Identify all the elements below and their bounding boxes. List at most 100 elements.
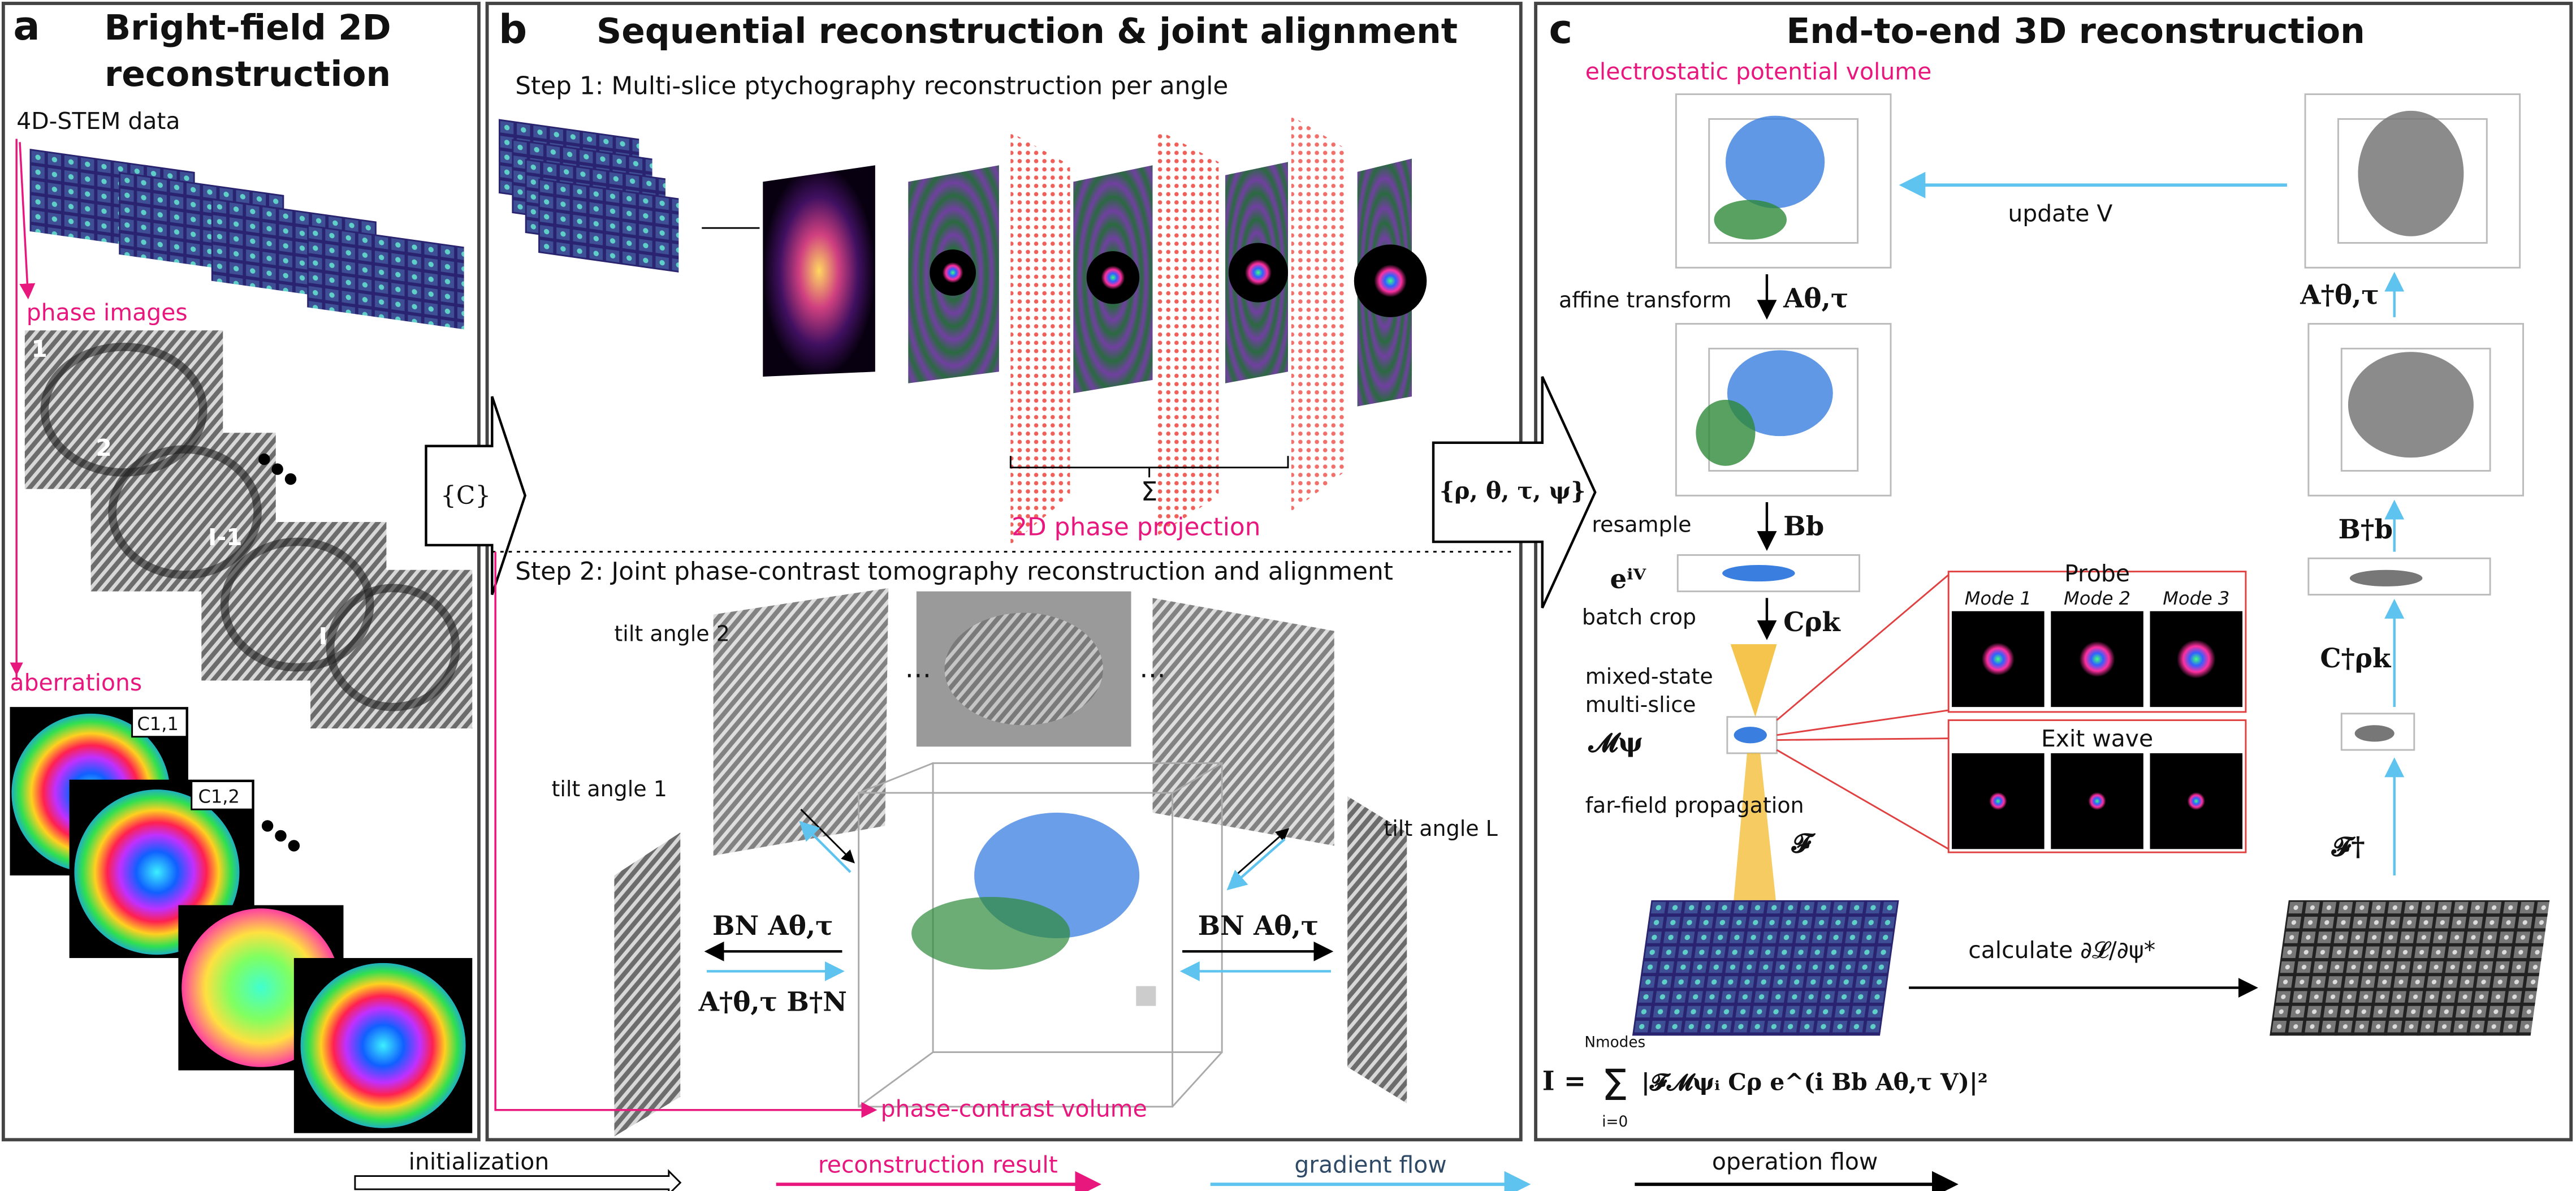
probe-modes xyxy=(1952,611,2243,707)
exp-label: eⁱⱽ xyxy=(1610,564,1647,595)
step-name: affine transform xyxy=(1559,287,1731,312)
tilt-projections xyxy=(614,588,1407,1137)
ellipsis: … xyxy=(905,654,931,684)
data-label: 4D-STEM data xyxy=(16,107,180,135)
connector-arrow xyxy=(1432,376,1597,609)
mode-label: Mode 2 xyxy=(2064,588,2130,609)
forward-operator: Aθ,τ xyxy=(1783,283,1848,314)
aberration-label: C1,1 xyxy=(137,713,179,735)
formula-sum: Σ xyxy=(1601,1060,1628,1110)
update-label: update V xyxy=(2008,200,2112,227)
aberration-maps xyxy=(10,707,473,1133)
aberration-label: C1,2 xyxy=(198,786,239,808)
forward-operator: Cρk xyxy=(1783,607,1841,638)
mixed-state-label: multi-slice xyxy=(1585,692,1696,717)
mode-label: Mode 3 xyxy=(2163,588,2229,609)
formula-body: |𝓕𝓜ψᵢ Cρ e^(i Bb Aθ,τ V)|² xyxy=(1641,1069,1988,1097)
tilt-label: tilt angle 1 xyxy=(551,776,667,801)
ptychography-slices xyxy=(763,115,1427,545)
tilt-label: tilt angle L xyxy=(1384,816,1497,841)
exit-wave-label: Exit wave xyxy=(2041,725,2153,752)
step-name: batch crop xyxy=(1582,605,1696,629)
legend-label: operation flow xyxy=(1712,1148,1878,1175)
phase-images-label: phase images xyxy=(27,299,188,326)
image-index: 1 xyxy=(31,335,47,363)
zoom-line xyxy=(1776,749,1949,850)
ellipsis xyxy=(258,453,297,485)
image-index: I-1 xyxy=(208,524,243,551)
volume-cube xyxy=(858,762,1223,1108)
connector-arrow xyxy=(425,396,527,596)
forward-operator: 𝓕 xyxy=(1791,828,1817,859)
volume-label: electrostatic potential volume xyxy=(1585,58,1932,85)
connector-label: {C} xyxy=(440,481,491,510)
label-box xyxy=(131,707,188,738)
legend-arrow xyxy=(354,1169,682,1191)
label-box xyxy=(191,780,254,810)
panel-label: b xyxy=(499,6,527,53)
mode-label: Mode 1 xyxy=(1965,588,2032,609)
result-flow xyxy=(494,551,878,1118)
image-index: I xyxy=(319,623,327,650)
4dstem-stack xyxy=(498,119,679,273)
legend-label: reconstruction result xyxy=(818,1151,1058,1179)
adjoint-operator: 𝓕† xyxy=(2331,831,2365,862)
step-name: far-field propagation xyxy=(1585,793,1804,818)
tilt-label: tilt angle 2 xyxy=(614,621,729,646)
sum-bracket xyxy=(1009,456,1289,478)
panel-title: reconstruction xyxy=(105,54,391,94)
formula-upper: Nmodes xyxy=(1584,1034,1645,1051)
gradient-arrow xyxy=(1226,838,1286,891)
panel-frame xyxy=(1534,2,2573,1142)
formula-lhs: I = xyxy=(1542,1066,1586,1097)
forward-operator: Bb xyxy=(1783,511,1824,542)
volume-blobs xyxy=(911,813,1156,1006)
operation-arrow xyxy=(1231,828,1290,879)
adjoint-operator: B†b xyxy=(2338,514,2393,545)
gradient-label: calculate ∂𝓛/∂ψ* xyxy=(1968,937,2155,964)
adjoint-operator: A†θ,τ xyxy=(2300,280,2379,311)
legend-label: gradient flow xyxy=(1294,1151,1446,1179)
ellipsis xyxy=(261,820,300,852)
adjoint-operator: A†θ,τ B†N xyxy=(698,987,847,1018)
panel-title: Bright-field 2D xyxy=(104,8,391,48)
mixed-state-label: mixed-state xyxy=(1585,664,1713,689)
zoom-line xyxy=(1776,574,1950,721)
step-name: resample xyxy=(1592,512,1691,537)
panel-frame xyxy=(1,2,481,1142)
4dstem-stack xyxy=(29,149,464,330)
ellipsis: … xyxy=(1139,654,1166,684)
volume-blobs xyxy=(1696,110,2474,744)
adjoint-operator: C†ρk xyxy=(2320,643,2392,674)
volume-label: phase-contrast volume xyxy=(881,1095,1147,1122)
mixed-state-operator: 𝓜ψ xyxy=(1588,727,1643,758)
panel-title: Sequential reconstruction & joint alignm… xyxy=(597,11,1458,51)
formula-lower: i=0 xyxy=(1602,1114,1628,1130)
image-index: 2 xyxy=(96,434,111,461)
measured-patterns xyxy=(1632,900,1899,1036)
forward-operator: BN Aθ,τ xyxy=(712,910,833,942)
exit-waves xyxy=(1952,753,2243,849)
result-flow xyxy=(19,142,36,300)
step-label: Step 1: Multi-slice ptychography reconst… xyxy=(515,72,1228,101)
panel-title: End-to-end 3D reconstruction xyxy=(1786,11,2365,51)
panel-label: c xyxy=(1549,6,1572,53)
phase-images xyxy=(24,330,473,729)
projection-label: 2D phase projection xyxy=(1012,512,1260,541)
probe-label: Probe xyxy=(2064,560,2130,587)
beam-cone xyxy=(1730,644,1777,717)
gradient-arrow xyxy=(799,821,852,873)
legend-label: initialization xyxy=(409,1148,550,1175)
zoom-line xyxy=(1777,709,1949,736)
step-label: Step 2: Joint phase-contrast tomography … xyxy=(515,557,1393,586)
sum-symbol: Σ xyxy=(1141,477,1158,507)
forward-operator: BN Aθ,τ xyxy=(1198,910,1319,942)
connector-label: {ρ, θ, τ, ψ} xyxy=(1440,477,1585,504)
aberrations-label: aberrations xyxy=(10,669,142,696)
operation-arrow xyxy=(800,809,855,864)
zoom-line xyxy=(1777,737,1949,741)
panel-label: a xyxy=(13,3,40,49)
